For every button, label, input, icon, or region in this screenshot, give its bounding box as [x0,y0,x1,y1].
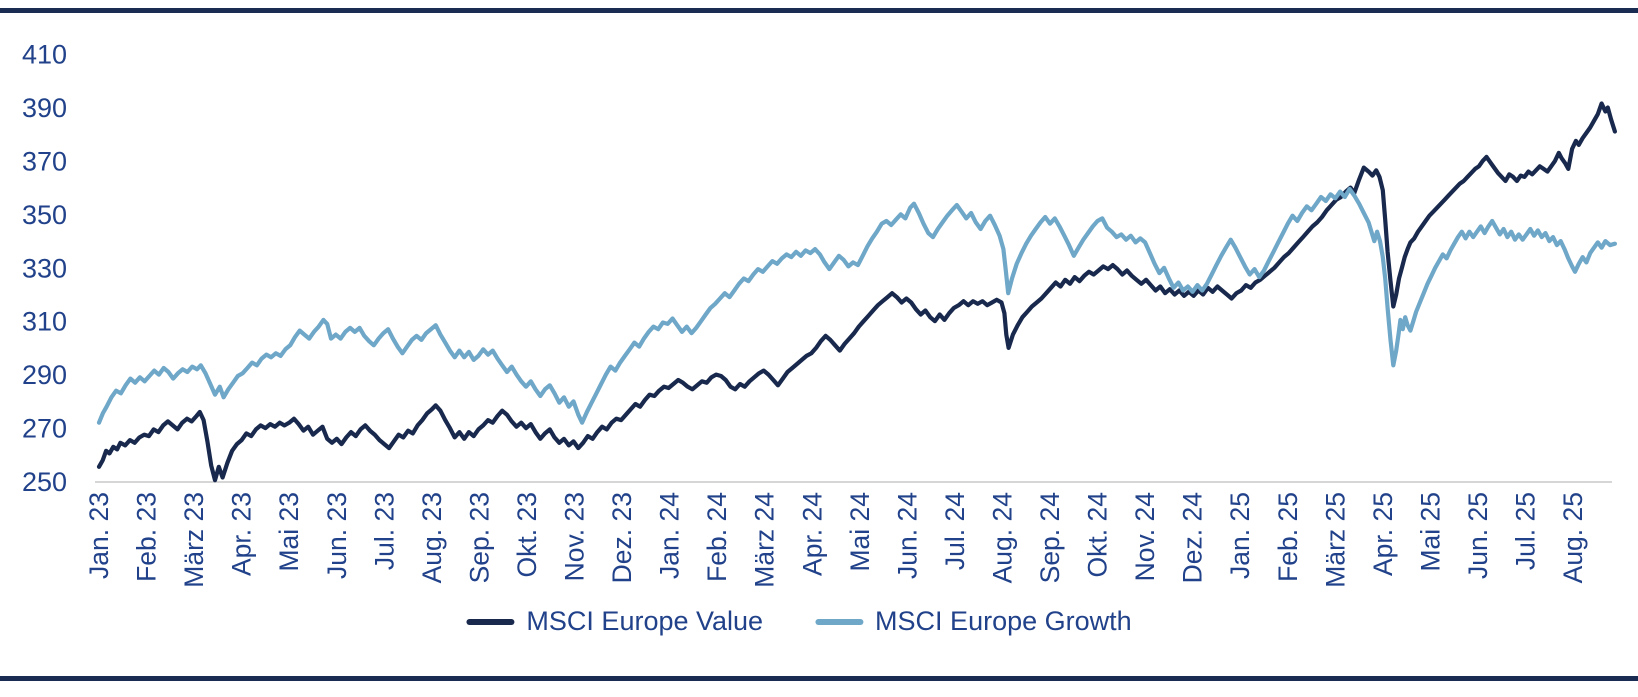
x-tick-label: Mai 24 [845,492,875,572]
x-tick-label: Mai 23 [274,492,304,572]
legend-item-value: MSCI Europe Value [466,606,763,637]
x-tick-label: Feb. 25 [1273,492,1303,582]
bottom-divider-rule [0,676,1638,681]
x-tick-label: Jul. 24 [940,492,970,570]
x-tick-label: Aug. 25 [1558,492,1588,583]
x-tick-label: Jan. 23 [84,492,114,579]
x-tick-label: Mai 25 [1415,492,1445,572]
x-tick-label: Jan. 24 [655,492,685,579]
series-line-value [96,101,1618,483]
legend-item-growth: MSCI Europe Growth [815,606,1132,637]
x-tick-label: Apr. 25 [1368,492,1398,576]
x-tick-label: Nov. 24 [1130,492,1160,581]
y-tick-label: 410 [22,40,67,70]
x-tick-label: Jun. 23 [322,492,352,579]
x-tick-label: Feb. 23 [132,492,162,582]
x-tick-label: Jul. 23 [369,492,399,570]
y-tick-label: 290 [22,360,67,390]
x-tick-label: Jun. 25 [1463,492,1493,579]
x-tick-label: Feb. 24 [702,492,732,582]
x-tick-label: März 24 [750,492,780,588]
legend-label-value: MSCI Europe Value [526,606,764,636]
y-tick-label: 250 [22,467,67,497]
x-tick-label: Apr. 23 [227,492,257,576]
x-tick-label: Sep. 24 [1035,492,1065,583]
y-tick-label: 330 [22,253,67,283]
x-tick-label: Dez. 23 [607,492,637,583]
x-tick-label: Jan. 25 [1225,492,1255,579]
x-tick-label: Nov. 23 [560,492,590,581]
x-tick-label: Okt. 24 [1083,492,1113,577]
y-tick-label: 270 [22,414,67,444]
y-tick-label: 390 [22,93,67,123]
x-tick-label: Aug. 24 [987,492,1017,583]
chart-legend: MSCI Europe Value MSCI Europe Growth [466,606,1132,637]
value-line-swatch-icon [466,618,515,625]
x-tick-label: Aug. 23 [417,492,447,583]
series-line-growth [96,186,1618,425]
top-divider-rule [0,8,1638,13]
legend-label-growth: MSCI Europe Growth [875,606,1132,636]
x-tick-label: März 25 [1320,492,1350,588]
x-tick-label: Jul. 25 [1511,492,1541,570]
y-tick-label: 310 [22,307,67,337]
y-tick-label: 370 [22,146,67,176]
growth-line-swatch-icon [815,618,864,625]
x-tick-label: Jun. 24 [892,492,922,579]
x-tick-label: Sep. 23 [464,492,494,583]
y-tick-label: 350 [22,200,67,230]
x-tick-label: Apr. 24 [797,492,827,576]
x-tick-label: Dez. 24 [1178,492,1208,583]
x-tick-label: Okt. 23 [512,492,542,577]
x-tick-label: März 23 [179,492,209,588]
